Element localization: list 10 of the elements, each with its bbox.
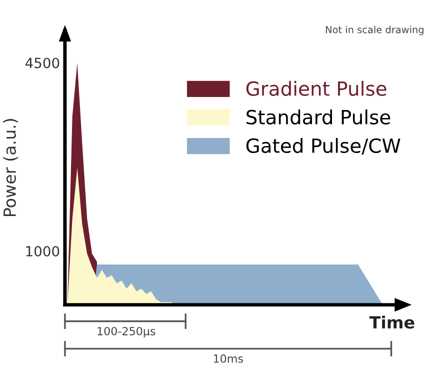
y-axis-title: Power (a.u.)	[3, 119, 18, 216]
legend-label: Gradient Pulse	[246, 80, 386, 96]
y-tick-label: 1000	[26, 246, 60, 256]
legend-label: Standard Pulse	[246, 109, 390, 124]
annotation: Not in scale drawing	[326, 26, 424, 36]
y-tick-label: 4500	[25, 58, 60, 68]
x-axis-title: Time	[369, 316, 414, 329]
text: 100-250µs	[98, 326, 156, 338]
legend-label: Gated Pulse/CW	[246, 138, 400, 155]
text: 10ms	[214, 354, 243, 363]
